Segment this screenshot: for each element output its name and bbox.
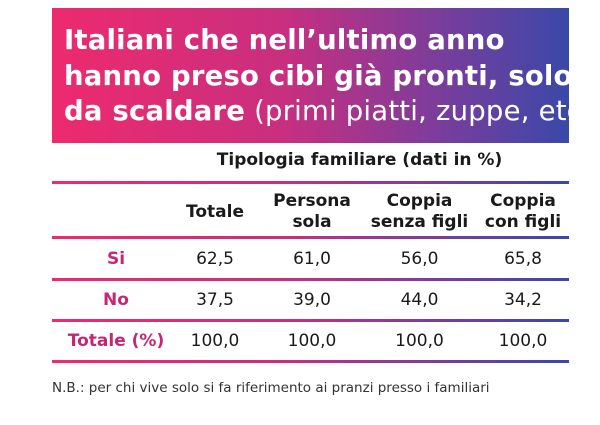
row-label-si: Si [106,249,126,269]
table-cell: 34,2 [504,290,542,310]
title-line-3-bold: da scaldare [64,95,246,127]
column-header-line2: senza figli [370,212,469,232]
table-cell: 100,0 [287,331,337,351]
title-line-1: Italiani che nell’ultimo anno [64,24,505,56]
column-header-line1: Totale [186,202,244,222]
table-cell: 65,8 [504,249,542,269]
row-label-totale: Totale (%) [67,331,165,351]
group-header: Tipologia familiare (dati in %) [216,150,503,170]
column-header-line2: sola [292,212,332,232]
column-header-line1: Coppia [490,191,556,211]
header-divider-bottom [52,236,569,239]
row-divider [52,319,569,322]
row-divider [52,278,569,281]
table-cell: 100,0 [395,331,444,351]
table-cell: 100,0 [498,331,548,351]
title-banner: Italiani che nell’ultimo anno hanno pres… [52,8,600,143]
column-header-line1: Persona [273,191,351,211]
table-cell: 44,0 [400,290,439,310]
column-header-totale: Totale [180,202,250,223]
table-cell: 100,0 [190,331,240,351]
table-cell: 56,0 [400,249,439,269]
table-cell: 61,0 [293,249,331,269]
row-label-no: No [103,290,129,310]
title-line-3-light: (primi piatti, zuppe, etc.) [245,95,600,127]
column-header-line1: Coppia [386,191,453,211]
table-cell: 62,5 [196,249,234,269]
table-cell: 39,0 [293,290,331,310]
table-cell: 37,5 [196,290,234,310]
title-line-3: da scaldare (primi piatti, zuppe, etc.) [64,94,600,130]
column-header-line2: con figli [484,212,562,232]
header-divider-top [52,181,569,184]
footnote: N.B.: per chi vive solo si fa riferiment… [52,380,490,396]
table-bottom-divider [52,360,569,363]
column-header-coppia-senza-figli: Coppia senza figli [362,191,477,233]
column-header-persona-sola: Persona sola [262,191,362,233]
title-line-2: hanno preso cibi già pronti, solo [64,59,573,92]
column-header-coppia-con-figli: Coppia con figli [477,191,569,233]
